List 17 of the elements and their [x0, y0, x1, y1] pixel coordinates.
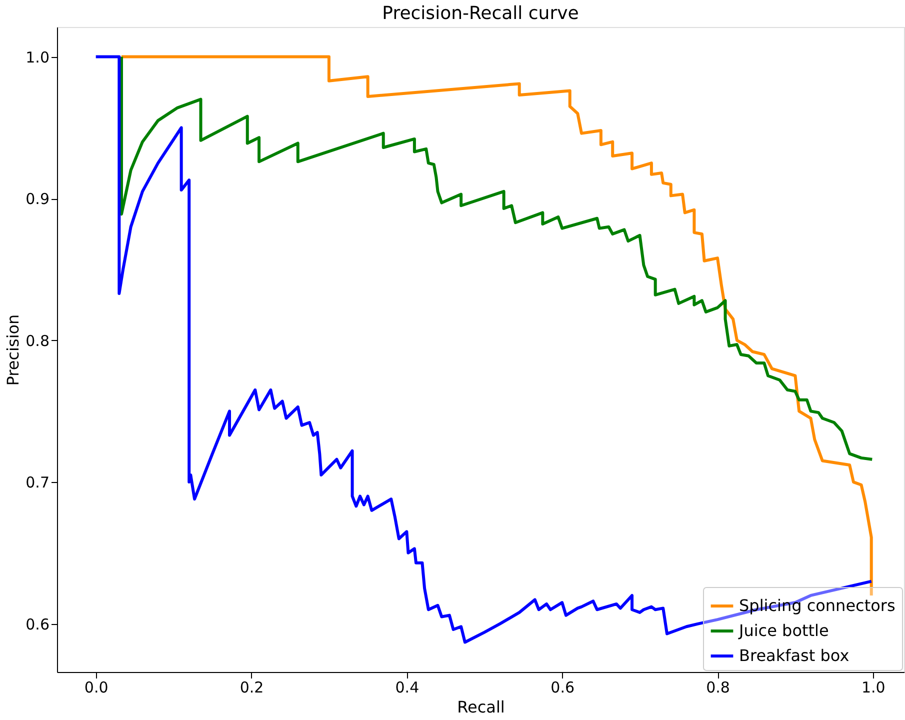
line-series — [120, 55, 874, 461]
x-tick-label: 0.0 — [84, 678, 108, 696]
x-axis-title: Recall — [457, 698, 505, 716]
chart-title: Precision-Recall curve — [382, 3, 579, 24]
x-tick-label: 0.8 — [706, 678, 730, 696]
y-tick-label: 1.0 — [26, 48, 50, 66]
legend-label: Juice bottle — [738, 621, 829, 640]
x-tick-label: 0.4 — [395, 678, 420, 696]
y-tick-label: 0.6 — [26, 615, 50, 634]
y-tick-label: 0.8 — [26, 332, 50, 350]
legend-label: Breakfast box — [739, 646, 850, 665]
y-axis-title: Precision — [4, 314, 23, 386]
y-tick-label: 0.9 — [26, 190, 50, 208]
x-tick-label: 0.6 — [550, 678, 575, 696]
x-tick-label: 1.0 — [861, 678, 886, 696]
x-tick-label: 0.2 — [240, 678, 264, 696]
y-tick-label: 0.7 — [26, 474, 50, 492]
